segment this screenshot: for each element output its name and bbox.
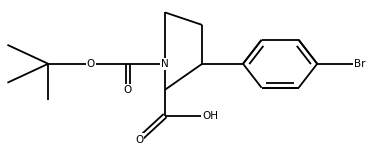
Text: O: O	[87, 59, 95, 69]
Text: O: O	[124, 85, 132, 95]
Text: O: O	[135, 135, 143, 145]
Text: Br: Br	[354, 59, 366, 69]
Text: OH: OH	[202, 111, 218, 121]
Text: N: N	[161, 59, 169, 69]
